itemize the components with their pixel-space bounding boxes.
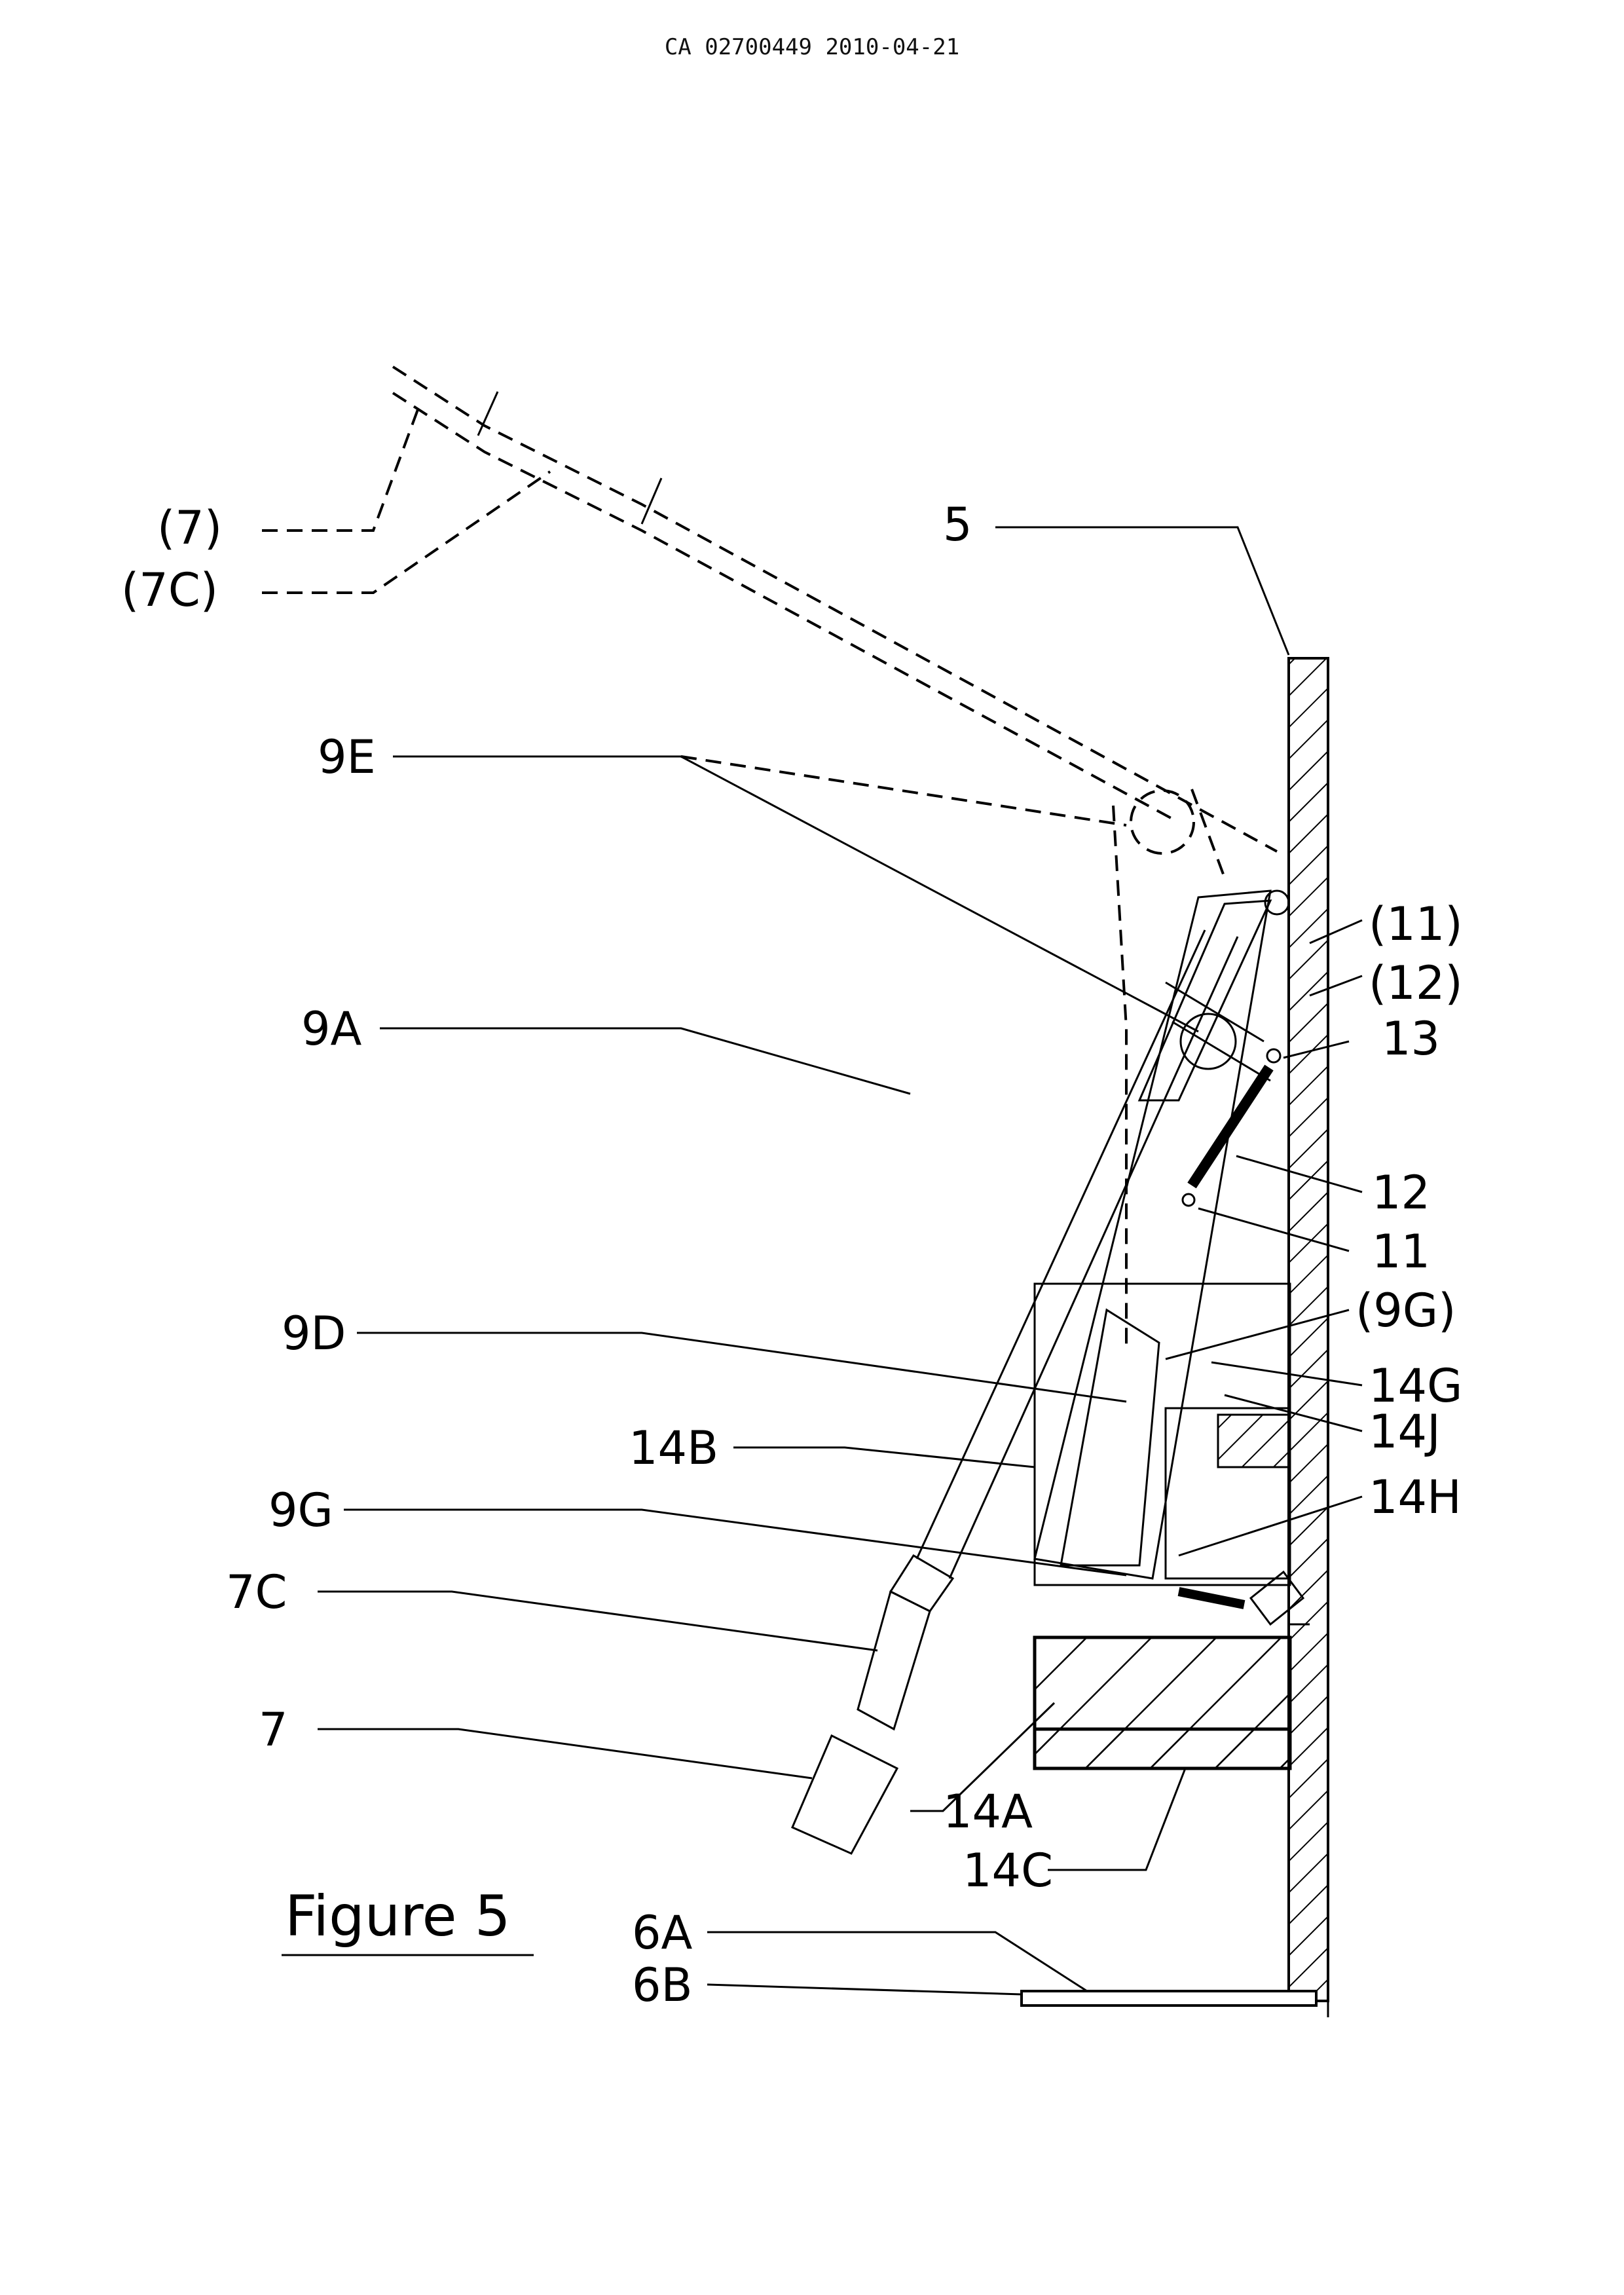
label-14c: 14C <box>963 1844 1053 1897</box>
label-7c-raised: (7C) <box>121 563 218 617</box>
label-7c: 7C <box>226 1565 287 1619</box>
wall <box>1289 658 1328 2017</box>
housing <box>1035 1284 1303 1624</box>
label-9g: 9G <box>268 1483 333 1537</box>
label-9g-raised: (9G) <box>1356 1284 1456 1337</box>
floor-plate <box>1022 1991 1316 2006</box>
label-14a: 14A <box>943 1785 1033 1838</box>
label-9e: 9E <box>318 730 376 784</box>
label-14j: 14J <box>1369 1405 1441 1459</box>
raised-handle-dashed <box>393 367 1277 1349</box>
label-6b: 6B <box>632 1958 693 2012</box>
label-9d: 9D <box>282 1307 346 1360</box>
label-12-raised: (12) <box>1369 956 1463 1010</box>
base-block <box>1035 1624 1310 1768</box>
label-14b: 14B <box>629 1421 718 1475</box>
label-5: 5 <box>943 498 972 551</box>
label-6a: 6A <box>632 1906 693 1960</box>
label-13: 13 <box>1382 1012 1440 1066</box>
label-14h: 14H <box>1369 1470 1462 1524</box>
label-9a: 9A <box>301 1002 362 1056</box>
label-11-raised: (11) <box>1369 897 1463 951</box>
figure-caption: Figure 5 <box>285 1884 511 1949</box>
lever-arm <box>1035 891 1289 1578</box>
label-11: 11 <box>1372 1225 1430 1278</box>
spring <box>1183 1049 1280 1206</box>
label-7-raised: (7) <box>157 501 222 555</box>
label-7: 7 <box>259 1703 288 1757</box>
label-12: 12 <box>1372 1166 1430 1220</box>
